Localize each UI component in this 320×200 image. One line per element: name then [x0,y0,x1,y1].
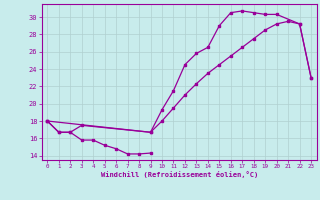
X-axis label: Windchill (Refroidissement éolien,°C): Windchill (Refroidissement éolien,°C) [100,171,258,178]
